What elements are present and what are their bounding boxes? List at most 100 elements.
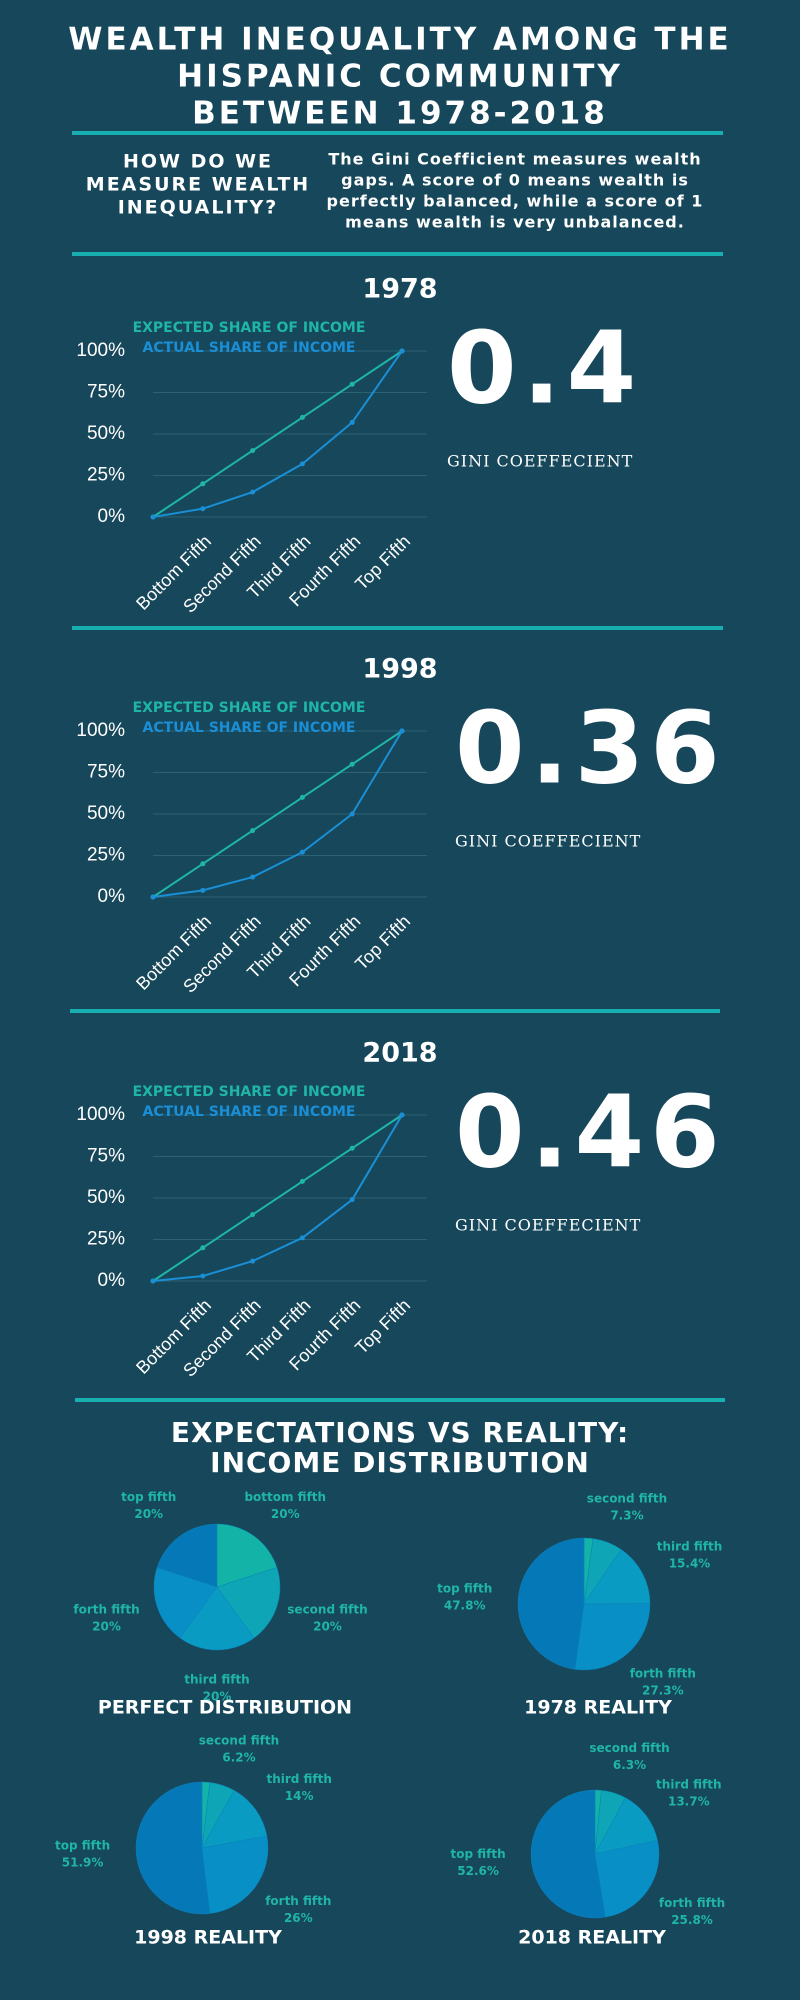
y-tick-label: 100% xyxy=(76,1104,125,1125)
point xyxy=(150,1278,156,1284)
pie-title: 1998 REALITY xyxy=(134,1927,282,1949)
point xyxy=(200,1245,206,1251)
slice-label: third fifth xyxy=(266,1772,331,1786)
point xyxy=(299,461,305,467)
legend-entry: EXPECTED SHARE OF INCOME xyxy=(133,700,366,716)
chart-title: 1998 xyxy=(362,654,437,685)
pie-slice xyxy=(179,1586,255,1651)
slice-label: forth fifth xyxy=(659,1896,725,1910)
series-line xyxy=(152,350,403,518)
series-line xyxy=(152,730,403,898)
slice-value-label: 51.9% xyxy=(62,1856,104,1870)
slice-label: second fifth xyxy=(587,1491,667,1505)
slice-label: third fifth xyxy=(184,1673,249,1687)
series-line xyxy=(152,350,403,518)
gini-label: GINI COEFFECIENT xyxy=(455,1216,641,1235)
slice-label: top fifth xyxy=(437,1581,492,1595)
slice-label: forth fifth xyxy=(630,1667,696,1681)
slice-value-label: 20% xyxy=(271,1507,300,1521)
slice-value-label: 20% xyxy=(134,1507,163,1521)
slice-label: top fifth xyxy=(55,1839,110,1853)
point xyxy=(200,887,206,893)
pie-slice xyxy=(153,1567,218,1639)
y-tick-label: 75% xyxy=(87,1146,125,1167)
pie-title: PERFECT DISTRIBUTION xyxy=(98,1697,352,1719)
y-tick-label: 75% xyxy=(87,762,125,783)
y-tick-label: 100% xyxy=(76,340,125,361)
y-tick-label: 50% xyxy=(87,423,125,444)
point xyxy=(200,506,206,512)
point xyxy=(349,1145,355,1151)
point xyxy=(200,861,206,867)
section-title-line: INCOME DISTRIBUTION xyxy=(210,1446,590,1479)
point xyxy=(250,828,256,834)
pie-slice xyxy=(583,1549,651,1605)
pie-slice xyxy=(216,1567,281,1639)
slice-label: bottom fifth xyxy=(244,1490,326,1504)
legend-entry: EXPECTED SHARE OF INCOME xyxy=(133,1084,366,1100)
point xyxy=(200,1273,206,1279)
slice-label: top fifth xyxy=(121,1490,176,1504)
pie-slice xyxy=(574,1603,651,1671)
gini-value: 0.4 xyxy=(447,309,642,426)
point xyxy=(250,1258,256,1264)
title-line: HISPANIC COMMUNITY xyxy=(177,59,623,95)
gini-label: GINI COEFFECIENT xyxy=(447,452,633,471)
slice-label: forth fifth xyxy=(265,1894,331,1908)
pie-title: 1978 REALITY xyxy=(524,1697,672,1719)
y-tick-label: 0% xyxy=(98,506,126,527)
legend-entry: ACTUAL SHARE OF INCOME xyxy=(142,720,355,736)
pie-slice xyxy=(135,1781,211,1915)
slice-value-label: 26% xyxy=(284,1911,313,1925)
pie-slice xyxy=(156,1523,218,1588)
slice-value-label: 25.8% xyxy=(671,1913,713,1927)
point xyxy=(250,489,256,495)
slice-value-label: 47.8% xyxy=(444,1598,486,1612)
slice-value-label: 13.7% xyxy=(668,1794,710,1808)
point xyxy=(349,811,355,817)
slice-value-label: 52.6% xyxy=(457,1864,499,1878)
pie-slice xyxy=(201,1835,269,1914)
point xyxy=(349,419,355,425)
point xyxy=(399,348,405,354)
slice-value-label: 27.3% xyxy=(642,1684,684,1698)
pie-slice xyxy=(530,1789,606,1919)
intro-line: The Gini Coefficient measures wealth xyxy=(328,150,701,169)
y-tick-label: 0% xyxy=(98,886,126,907)
question-line: MEASURE WEALTH xyxy=(86,174,310,196)
legend-entry: ACTUAL SHARE OF INCOME xyxy=(142,340,355,356)
gini-value: 0.36 xyxy=(455,689,726,806)
y-tick-label: 50% xyxy=(87,1187,125,1208)
slice-label: third fifth xyxy=(656,1777,721,1791)
point xyxy=(399,1112,405,1118)
series-line xyxy=(152,730,403,898)
slice-value-label: 6.3% xyxy=(613,1758,646,1772)
point xyxy=(399,728,405,734)
pie-slice xyxy=(594,1797,658,1855)
slice-value-label: 15.4% xyxy=(669,1557,711,1571)
point xyxy=(150,894,156,900)
pie-slice xyxy=(594,1840,660,1918)
gini-label: GINI COEFFECIENT xyxy=(455,832,641,851)
pie-title: 2018 REALITY xyxy=(518,1927,666,1949)
slice-label: second fifth xyxy=(199,1734,279,1748)
point xyxy=(349,1197,355,1203)
series-line xyxy=(152,1114,403,1282)
chart-title: 1978 xyxy=(362,274,437,305)
y-tick-label: 100% xyxy=(76,720,125,741)
point xyxy=(250,1212,256,1218)
intro-line: perfectly balanced, while a score of 1 xyxy=(327,192,704,211)
y-tick-label: 25% xyxy=(87,845,125,866)
y-tick-label: 75% xyxy=(87,382,125,403)
point xyxy=(299,794,305,800)
slice-value-label: 20% xyxy=(203,1690,232,1704)
point xyxy=(299,1178,305,1184)
chart-title: 2018 xyxy=(362,1038,437,1069)
point xyxy=(349,381,355,387)
pie-slice xyxy=(517,1537,585,1670)
point xyxy=(200,481,206,487)
slice-label: top fifth xyxy=(451,1847,506,1861)
point xyxy=(150,514,156,520)
point xyxy=(250,448,256,454)
